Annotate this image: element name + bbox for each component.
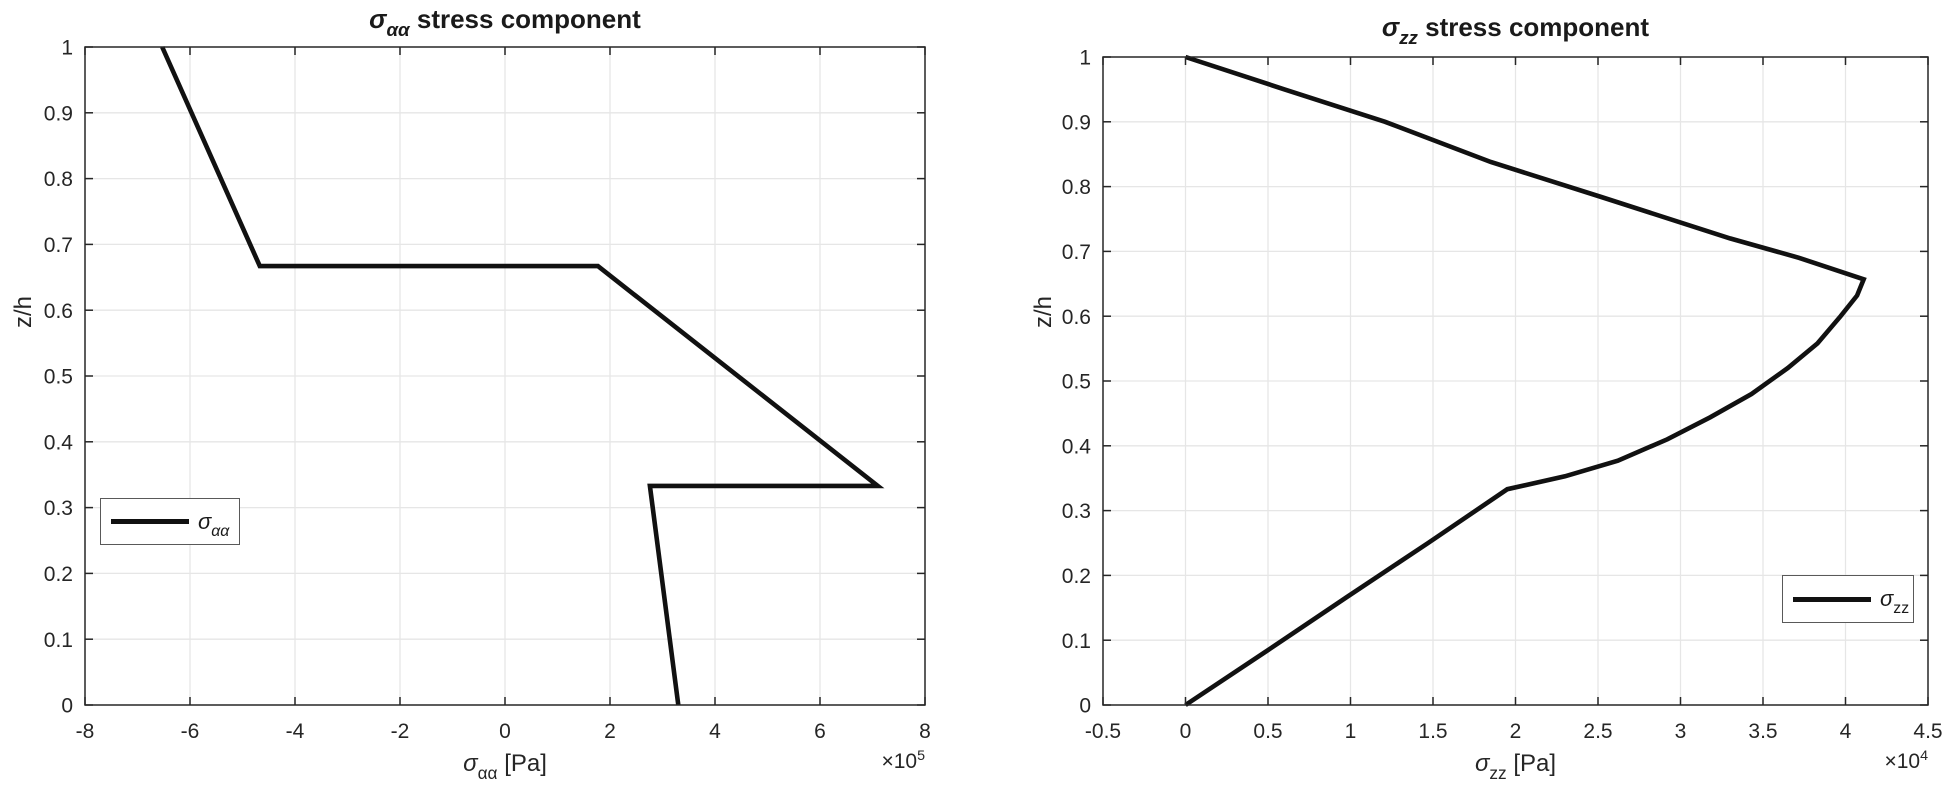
x-tick-label: 1.5 [1418,720,1447,743]
x-tick-label: 8 [919,720,931,743]
title-subscript: zz [1399,27,1418,49]
legend-subscript: αα [211,522,230,540]
xlabel-subscript: zz [1489,762,1507,783]
data-curve [1184,54,1867,707]
y-axis-label: z/h [1030,296,1057,329]
x-tick-label: -4 [286,720,305,743]
plot-title: σzz stress component [1103,12,1928,48]
title-text: stress component [1417,12,1650,42]
y-tick-label: 0.6 [1062,306,1091,329]
y-tick-label: 0.2 [44,563,73,586]
y-tick-label: 0.5 [44,366,73,389]
title-text: stress component [409,4,641,34]
multiplier-exponent: 4 [1920,748,1928,764]
legend-label: σzz [1880,586,1909,617]
x-tick-label: 4 [1840,720,1852,743]
y-tick-label: 0.3 [44,497,73,520]
x-tick-label: 0 [1180,720,1192,743]
x-tick-label: 3.5 [1748,720,1777,743]
xlabel-unit: [Pa] [1506,750,1557,777]
x-tick-label: 2.5 [1583,720,1612,743]
x-tick-label: -2 [391,720,410,743]
xlabel-sigma-symbol: σ [463,750,478,777]
legend-sigma-symbol: σ [1880,586,1894,611]
title-subscript: αα [386,19,410,41]
x-tick-label: -6 [181,720,200,743]
y-tick-label: 0.4 [1062,435,1092,458]
legend: σzz [1782,575,1914,623]
y-tick-label: 0.8 [1062,176,1091,199]
axis-multiplier: ×104 [1103,748,1928,774]
axis-multiplier: ×105 [85,748,925,774]
plot-area-sigma-zz: -0.5 0 0.5 1 1.5 2 2.5 3 3.5 4 4.500.10.20.30.40.5… [1062,47,1943,743]
x-tick-label: 2 [1510,720,1522,743]
y-tick-label: 0 [1079,695,1091,718]
legend-sigma-symbol: σ [198,508,212,534]
x-tick-label: -8 [76,720,95,743]
y-tick-label: 0.9 [44,102,73,125]
title-sigma-symbol: σ [1381,12,1400,42]
y-axis-label: z/h [10,296,37,329]
x-axis-label: σαα [Pa] [85,750,925,783]
legend: σαα [100,498,240,545]
x-tick-label: 6 [814,720,826,743]
y-tick-label: 0 [61,695,73,718]
x-tick-label: 4.5 [1913,720,1942,743]
y-tick-label: 0.5 [1062,371,1091,394]
legend-subscript: zz [1893,600,1910,618]
y-tick-label: 0.6 [44,300,73,323]
legend-line-sample [111,519,189,524]
x-tick-label: -0.5 [1085,720,1121,743]
xlabel-unit: [Pa] [497,750,547,777]
multiplier-exponent: 5 [917,748,925,764]
x-axis-label: σzz [Pa] [1103,750,1928,783]
multiplier-base: ×10 [1884,750,1921,773]
legend-line-sample [1793,596,1871,602]
plot-title: σαα stress component [85,4,925,40]
xlabel-subscript: αα [477,762,498,783]
multiplier-base: ×10 [881,750,918,773]
y-tick-label: 0.2 [1062,565,1091,588]
data-curve [160,46,885,706]
y-tick-label: 1 [1079,47,1091,70]
y-tick-label: 0.7 [1062,241,1091,264]
x-tick-label: 4 [709,720,721,743]
y-tick-label: 0.7 [44,234,73,257]
plot-area-sigma-alpha: -8 -6 -4 -2 0 2 4 6 8 0 0.1 0.2 0.3 0.4 0.5 0.6 0.7 0.8 0.… [44,37,931,743]
figure-panel-sigma-zz: -0.5 0 0.5 1 1.5 2 2.5 3 3.5 4 4.5 0 0.1 0.2 0.3 0.4 0.5… [974,0,1948,800]
x-tick-label: 2 [604,720,616,743]
y-tick-label: 0.1 [44,629,73,652]
x-tick-label: 0.5 [1253,720,1282,743]
figure-panel-sigma-alpha: -8 -6 -4 -2 0 2 4 6 8 0 0.1 0.2 0.3 0.4 0.5 0.6 0.7 0.8 0.… [10,4,931,783]
x-tick-label: 1 [1345,720,1357,743]
x-tick-label: 3 [1675,720,1687,743]
x-tick-label: 0 [499,720,511,743]
y-tick-label: 0.4 [44,431,74,454]
legend-label: σαα [198,508,229,540]
title-sigma-symbol: σ [369,4,387,34]
xlabel-sigma-symbol: σ [1474,750,1490,777]
y-tick-label: 1 [61,37,73,60]
y-tick-label: 0.1 [1062,630,1091,653]
y-tick-label: 0.3 [1062,500,1091,523]
y-tick-label: 0.9 [1062,111,1091,134]
y-tick-label: 0.8 [44,168,73,191]
